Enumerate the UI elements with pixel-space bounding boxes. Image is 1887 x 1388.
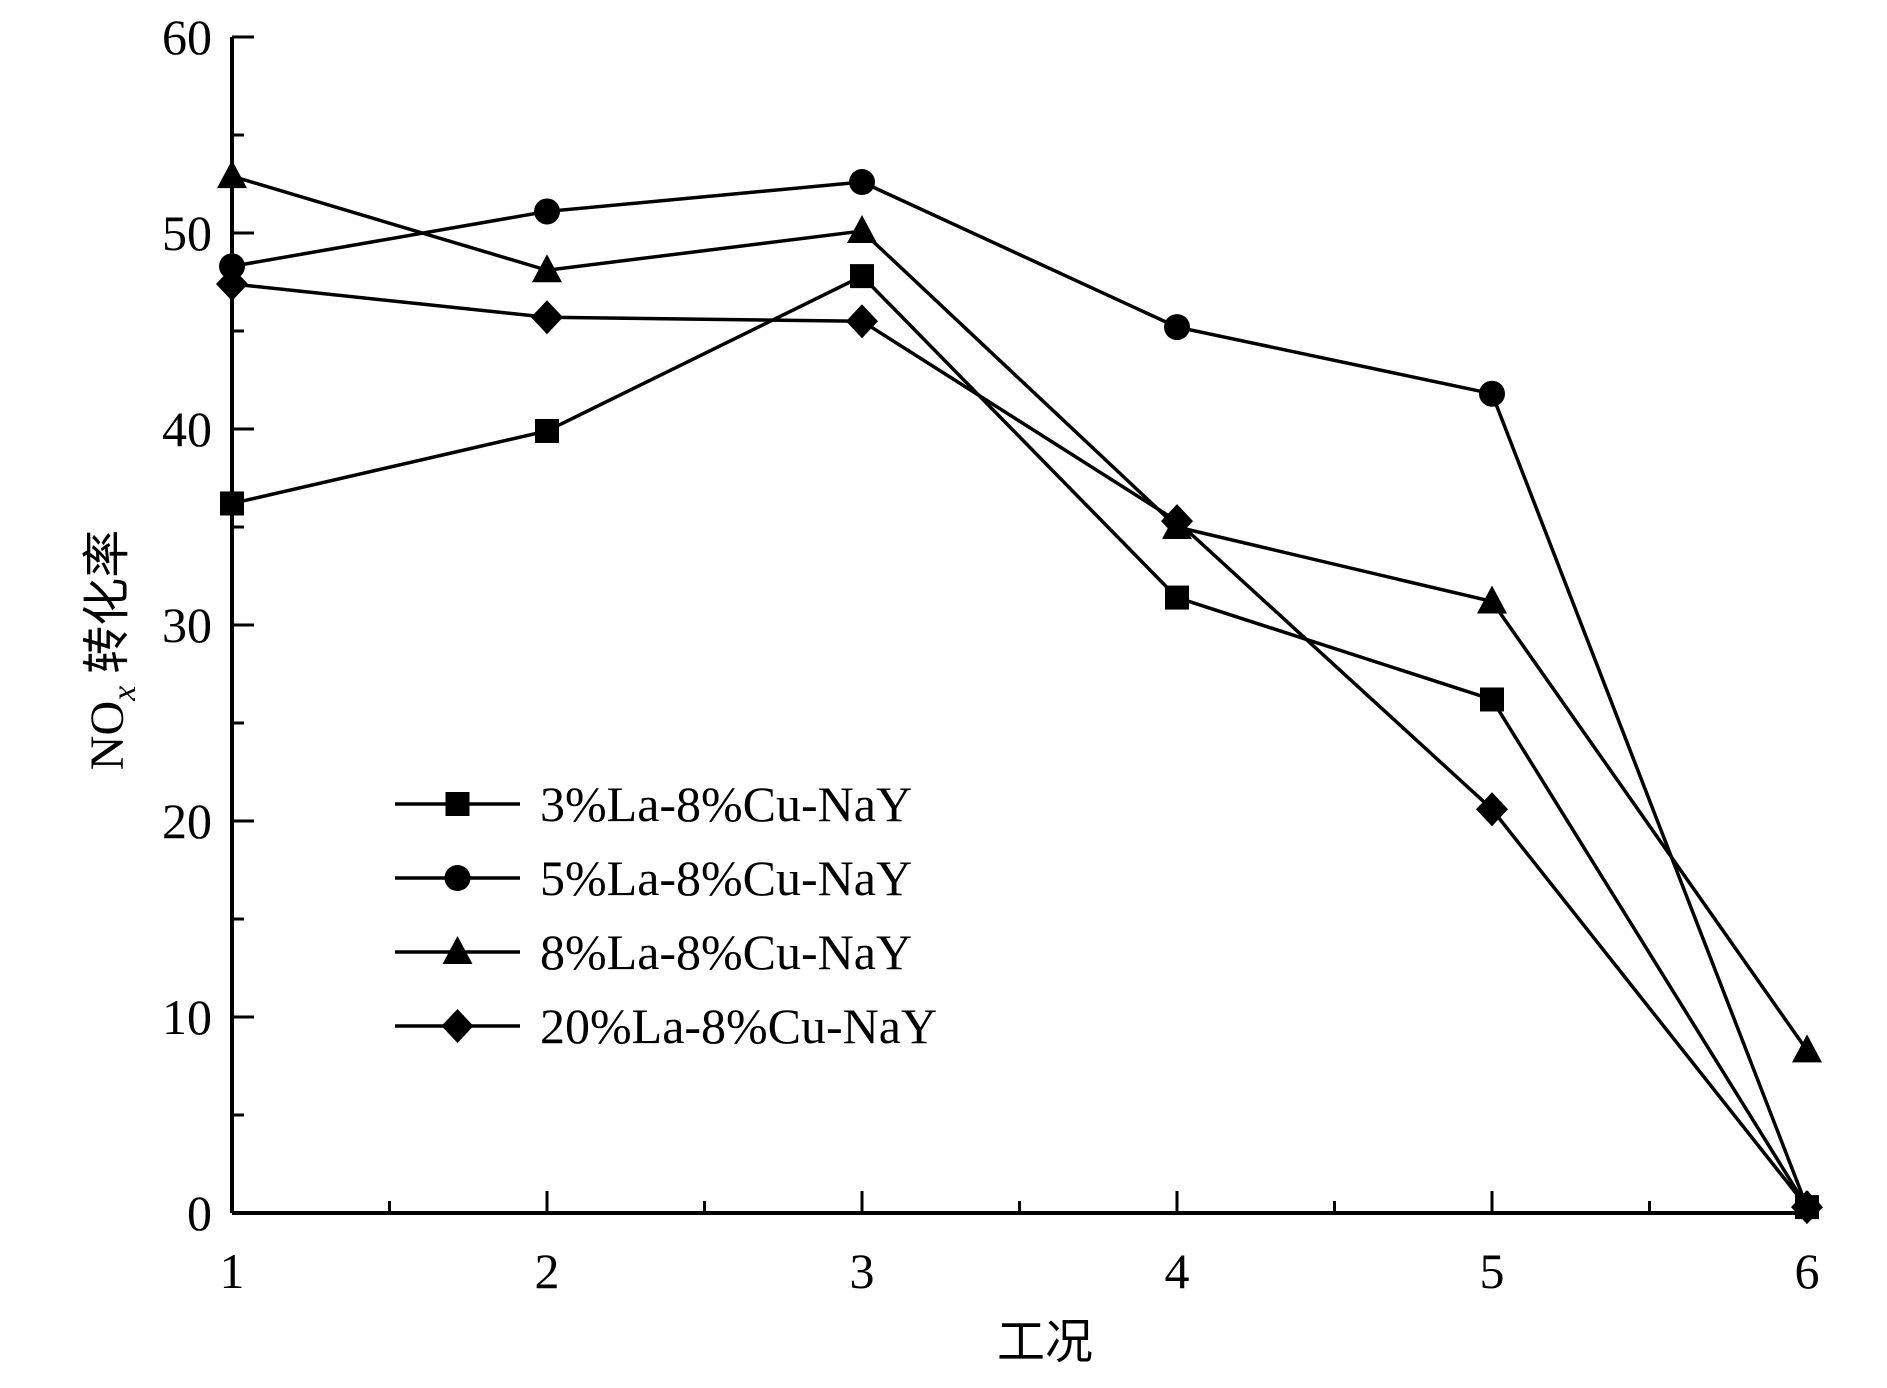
data-point-triangle <box>847 215 877 244</box>
legend-item: 20%La-8%Cu-NaY <box>395 998 937 1054</box>
data-point-diamond <box>1161 504 1193 539</box>
data-point-triangle <box>1792 1034 1822 1063</box>
data-point-circle <box>849 169 875 196</box>
series-4 <box>216 266 1823 1225</box>
series-layer <box>216 160 1823 1225</box>
data-point-square <box>1480 687 1504 712</box>
y-tick-label: 30 <box>162 597 212 653</box>
series-line <box>231 273 1809 1209</box>
legend-marker-diamond <box>441 1009 474 1043</box>
data-point-square <box>850 264 874 289</box>
data-point-circle <box>1164 314 1190 341</box>
x-tick-label: 6 <box>1795 1243 1820 1299</box>
series-line <box>231 180 1809 1208</box>
x-tick-label: 5 <box>1480 1243 1505 1299</box>
series-3 <box>217 160 1822 1063</box>
legend-item: 5%La-8%Cu-NaY <box>395 850 912 906</box>
data-point-triangle <box>532 254 562 283</box>
data-point-square <box>535 418 559 443</box>
x-tick-label: 4 <box>1165 1243 1190 1299</box>
legend-label: 3%La-8%Cu-NaY <box>540 776 912 832</box>
x-axis-title: 工况 <box>997 1316 1093 1369</box>
data-point-square <box>220 491 244 516</box>
series-line <box>231 282 1809 1209</box>
data-point-square <box>1165 585 1189 610</box>
y-tick-label: 10 <box>162 989 212 1045</box>
data-point-diamond <box>216 266 248 301</box>
data-point-circle <box>534 198 560 225</box>
series-line <box>231 174 1809 1052</box>
y-tick-label: 0 <box>187 1185 212 1241</box>
data-point-diamond <box>846 304 878 339</box>
data-point-diamond <box>1791 1190 1823 1225</box>
y-tick-label: 60 <box>162 9 212 65</box>
y-tick-label: 20 <box>162 793 212 849</box>
data-point-circle <box>1479 380 1505 407</box>
legend-label: 5%La-8%Cu-NaY <box>540 850 912 906</box>
series-2 <box>219 169 1820 1221</box>
data-point-circle <box>219 253 245 280</box>
legend-label: 8%La-8%Cu-NaY <box>540 924 912 980</box>
data-point-diamond <box>1476 792 1508 827</box>
x-tick-label: 1 <box>220 1243 245 1299</box>
y-axis-title: NOx 转化率 <box>81 530 143 770</box>
data-point-diamond <box>531 300 563 335</box>
y-tick-label: 50 <box>162 205 212 261</box>
series-1 <box>220 264 1819 1220</box>
y-tick-label: 40 <box>162 401 212 457</box>
y-axis-title-rest: 转化率 <box>81 530 134 686</box>
y-axis-title-sub: x <box>106 686 143 702</box>
data-point-triangle <box>217 160 247 189</box>
y-axis-title-main: NO <box>81 701 134 770</box>
legend-marker-square <box>445 792 470 816</box>
legend-marker-circle <box>444 865 471 891</box>
data-point-triangle <box>1477 585 1507 614</box>
x-tick-label: 2 <box>535 1243 560 1299</box>
legend-marker-triangle <box>442 936 473 964</box>
x-tick-label: 3 <box>850 1243 875 1299</box>
legend-item: 8%La-8%Cu-NaY <box>395 924 912 980</box>
legend-label: 20%La-8%Cu-NaY <box>540 998 937 1054</box>
legend: 3%La-8%Cu-NaY 5%La-8%Cu-NaY 8%La-8%Cu-NaY 2… <box>395 776 937 1054</box>
legend-item: 3%La-8%Cu-NaY <box>395 776 912 832</box>
